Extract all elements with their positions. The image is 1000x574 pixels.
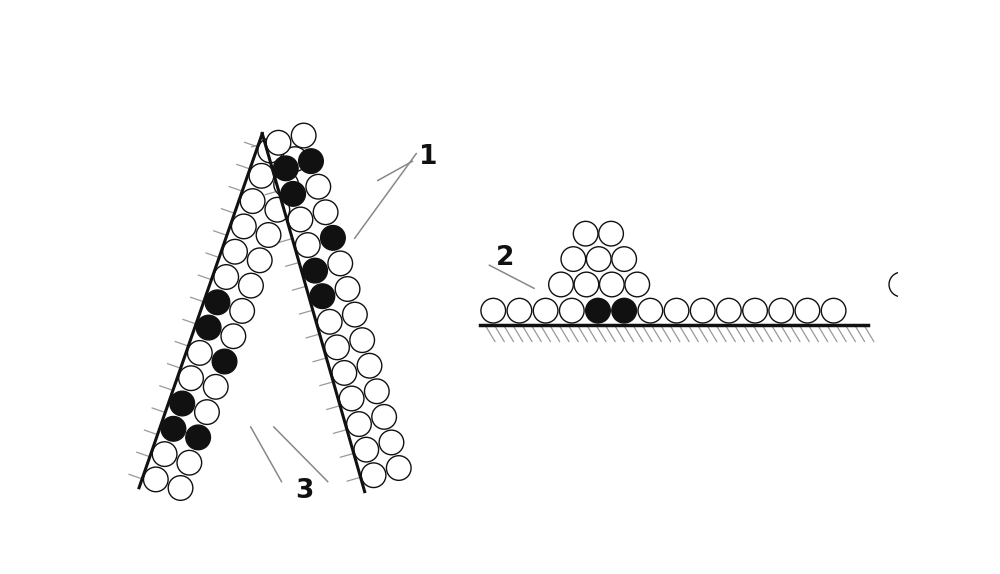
Circle shape	[599, 222, 623, 246]
Circle shape	[965, 272, 990, 297]
Circle shape	[240, 189, 265, 214]
Circle shape	[343, 302, 367, 327]
Circle shape	[347, 412, 371, 436]
Circle shape	[586, 247, 611, 272]
Circle shape	[357, 354, 382, 378]
Circle shape	[313, 200, 338, 224]
Circle shape	[273, 156, 298, 181]
Circle shape	[717, 298, 741, 323]
Circle shape	[364, 379, 389, 404]
Circle shape	[223, 239, 247, 264]
Circle shape	[769, 298, 794, 323]
Circle shape	[940, 272, 964, 297]
Circle shape	[203, 374, 228, 399]
Circle shape	[574, 272, 599, 297]
Circle shape	[186, 425, 210, 450]
Circle shape	[187, 340, 212, 365]
Circle shape	[325, 335, 349, 360]
Text: 1: 1	[419, 145, 437, 170]
Circle shape	[247, 248, 272, 273]
Circle shape	[339, 386, 364, 411]
Circle shape	[561, 247, 586, 272]
Circle shape	[221, 324, 246, 348]
Circle shape	[195, 400, 219, 424]
Circle shape	[332, 360, 357, 385]
Circle shape	[612, 298, 636, 323]
Circle shape	[321, 226, 345, 250]
Circle shape	[586, 298, 610, 323]
Circle shape	[303, 258, 327, 283]
Circle shape	[372, 405, 396, 429]
Circle shape	[196, 315, 221, 340]
Circle shape	[214, 265, 239, 289]
Circle shape	[231, 214, 256, 239]
Circle shape	[481, 298, 506, 323]
Circle shape	[299, 149, 323, 173]
Circle shape	[291, 123, 316, 148]
Circle shape	[230, 298, 254, 323]
Circle shape	[927, 247, 951, 272]
Circle shape	[939, 222, 964, 246]
Circle shape	[266, 130, 291, 155]
Circle shape	[265, 197, 290, 222]
Circle shape	[559, 298, 584, 323]
Circle shape	[901, 247, 926, 272]
Circle shape	[152, 442, 177, 467]
Circle shape	[533, 298, 558, 323]
Circle shape	[638, 298, 663, 323]
Circle shape	[379, 430, 404, 455]
Circle shape	[354, 437, 379, 462]
Circle shape	[361, 463, 386, 487]
Circle shape	[239, 273, 263, 298]
Circle shape	[274, 172, 298, 197]
Circle shape	[168, 476, 193, 501]
Circle shape	[625, 272, 650, 297]
Circle shape	[283, 147, 307, 172]
Circle shape	[295, 232, 320, 257]
Circle shape	[288, 207, 313, 232]
Circle shape	[335, 277, 360, 301]
Circle shape	[914, 222, 938, 246]
Circle shape	[205, 290, 230, 315]
Circle shape	[549, 272, 573, 297]
Circle shape	[350, 328, 375, 352]
Circle shape	[664, 298, 689, 323]
Circle shape	[317, 309, 342, 334]
Circle shape	[600, 272, 624, 297]
Circle shape	[914, 272, 939, 297]
Circle shape	[161, 417, 186, 441]
Circle shape	[249, 164, 274, 188]
Circle shape	[507, 298, 532, 323]
Circle shape	[573, 222, 598, 246]
Circle shape	[328, 251, 353, 276]
Text: 2: 2	[496, 245, 514, 270]
Circle shape	[612, 247, 636, 272]
Circle shape	[170, 391, 195, 416]
Circle shape	[177, 451, 202, 475]
Circle shape	[212, 349, 237, 374]
Circle shape	[821, 298, 846, 323]
Circle shape	[179, 366, 203, 390]
Circle shape	[795, 298, 820, 323]
Circle shape	[258, 138, 283, 163]
Circle shape	[889, 272, 914, 297]
Circle shape	[952, 247, 977, 272]
Circle shape	[386, 456, 411, 480]
Circle shape	[743, 298, 767, 323]
Circle shape	[690, 298, 715, 323]
Circle shape	[143, 467, 168, 492]
Circle shape	[281, 181, 305, 206]
Circle shape	[310, 284, 335, 308]
Text: 3: 3	[295, 478, 314, 504]
Circle shape	[256, 223, 281, 247]
Circle shape	[306, 174, 331, 199]
